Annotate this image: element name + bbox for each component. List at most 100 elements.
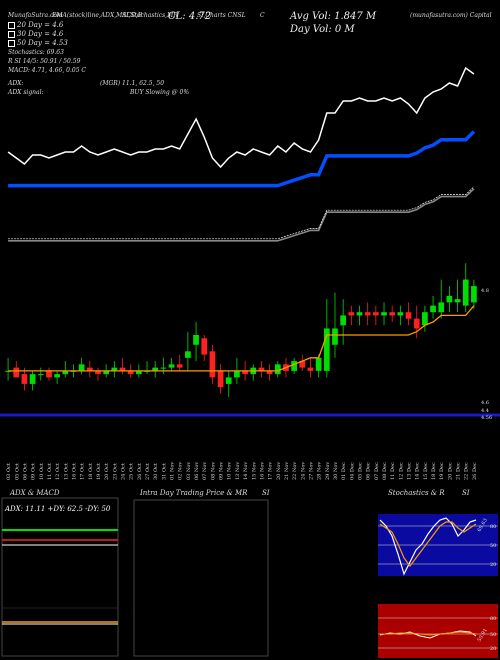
rsi-panel-bg	[378, 604, 498, 658]
date-tick-label: 18 Dec	[431, 462, 437, 480]
candle-body	[103, 370, 110, 375]
candle-body	[217, 370, 224, 388]
date-tick-label: 02 Nov	[178, 462, 184, 480]
candle-body	[193, 335, 199, 345]
candle-body	[62, 370, 69, 375]
ma50-swatch-icon	[8, 39, 15, 47]
date-tick-label: 13 Oct	[63, 463, 69, 480]
date-tick-label: 08 Nov	[210, 462, 216, 480]
date-tick-label: 10 Oct	[39, 463, 45, 480]
date-tick-label: 01 Nov	[170, 462, 176, 480]
date-tick-label: 09 Oct	[31, 463, 37, 480]
candle-body	[446, 295, 453, 303]
date-tick-label: 07 Nov	[202, 462, 208, 480]
header-tag-6: (munafasutra.com) Capital	[410, 12, 492, 19]
avg-volume-label: Avg Vol: 1.847 M	[290, 11, 377, 22]
date-tick-label: 12 Dec	[398, 462, 404, 480]
date-tick-label: 30 Nov	[333, 462, 339, 480]
blue-ma-line	[8, 130, 476, 188]
candle-body	[160, 367, 167, 369]
date-tick-label: 12 Oct	[55, 463, 61, 480]
date-tick-label: 05 Dec	[358, 462, 364, 480]
stoch-tick-80: 80	[490, 524, 496, 530]
candle-body	[299, 361, 306, 368]
candle-body	[364, 312, 371, 316]
adx-macd-panel: ADX: 11.11 +DY: 62.5 -DY: 50	[1, 497, 119, 657]
candle-body	[54, 374, 60, 378]
date-tick-label: 16 Oct	[71, 463, 77, 480]
date-tick-label: 08 Dec	[382, 462, 388, 480]
date-tick-label: 06 Nov	[194, 462, 200, 480]
candle-body	[135, 370, 142, 375]
candle-body	[315, 357, 322, 371]
ema-line	[8, 305, 475, 372]
rsi-tick-50: 50	[490, 632, 496, 638]
rsi-tick-20: 20	[490, 646, 496, 652]
date-tick-label: 25 Oct	[129, 463, 135, 480]
date-tick-label: 01 Dec	[341, 462, 347, 480]
legend-ma50: 50 Day = 4.53	[8, 39, 68, 47]
date-tick-label: 15 Dec	[423, 462, 429, 480]
stochastics-readout: Stochastics: 69.63	[8, 49, 64, 56]
macd-readout: MACD: 4.71, 4.66, 0.05 C	[8, 67, 87, 74]
date-tick-label: 11 Oct	[47, 463, 53, 480]
date-tick-label: 04 Dec	[349, 462, 355, 480]
candle-body	[225, 377, 232, 384]
adx-signal-label: ADX signal:	[8, 89, 44, 96]
candle-body	[356, 312, 363, 316]
candle-body	[372, 312, 379, 316]
date-tick-label: 23 Oct	[112, 463, 118, 480]
header-tag-5: C	[260, 12, 265, 19]
date-tick-label: 20 Oct	[104, 463, 110, 480]
date-tick-label: 26 Dec	[472, 462, 478, 480]
date-tick-label: 29 Nov	[325, 462, 331, 480]
date-tick-label: 19 Oct	[96, 463, 102, 480]
candle-body	[185, 351, 191, 358]
legend-ma20: 20 Day = 4.6	[8, 21, 63, 29]
candle-body	[307, 367, 314, 371]
stoch-panel-title: Stochastics & R	[388, 489, 445, 497]
ma20-swatch-icon	[8, 21, 15, 29]
date-tick-label: 05 Oct	[14, 463, 20, 480]
candle-body	[266, 370, 273, 375]
date-tick-label: 20 Nov	[276, 462, 282, 480]
main-price-chart: 03 Oct 05 Oct 06 Oct 09 Oct 10 Oct 11 Oct 12 O…	[0, 66, 500, 480]
candle-body	[5, 370, 11, 372]
date-tick-label: 28 Nov	[317, 462, 323, 480]
candle-body	[438, 302, 445, 313]
candle-body	[86, 367, 93, 371]
ma30-swatch-icon	[8, 30, 15, 38]
rsi-tick-80: 80	[490, 616, 496, 622]
date-tick-label: 17 Nov	[268, 462, 274, 480]
candle-body	[78, 364, 85, 371]
candle-body	[381, 312, 387, 316]
date-tick-label: 22 Nov	[292, 462, 298, 480]
date-tick-label: 03 Nov	[186, 462, 192, 480]
date-tick-label: 21 Nov	[284, 462, 290, 480]
candle-body	[201, 338, 208, 355]
candle-body	[430, 305, 436, 313]
price-tick-4-6: 4.6	[481, 400, 489, 406]
candle-body	[340, 315, 347, 326]
candle-body	[209, 351, 216, 378]
date-tick-label: 16 Nov	[259, 462, 265, 480]
price-tick-4-4: 4.4	[481, 408, 489, 414]
candle-body	[46, 370, 52, 378]
date-tick-label: 30 Oct	[153, 463, 159, 480]
date-tick-label: 14 Dec	[415, 462, 421, 480]
close-price-label: CL: 4.72	[168, 11, 212, 22]
date-tick-label: 06 Oct	[22, 463, 28, 480]
adx-signal-value: BUY Slowing @ 0%	[130, 89, 190, 96]
candle-body	[21, 374, 28, 384]
candle-body	[389, 312, 396, 316]
date-tick-label: 13 Nov	[235, 462, 241, 480]
candle-body	[413, 318, 420, 329]
candle-body	[119, 367, 126, 371]
candle-body	[291, 361, 297, 371]
date-tick-label: 27 Nov	[308, 462, 314, 480]
adx-panel-values: ADX: 11.11 +DY: 62.5 -DY: 50	[4, 505, 111, 513]
header-tag-1: MunafaSutra.com	[8, 12, 63, 19]
white-price-line	[7, 66, 475, 169]
date-tick-label: 21 Dec	[456, 462, 462, 480]
date-tick-label: 03 Oct	[6, 463, 12, 480]
